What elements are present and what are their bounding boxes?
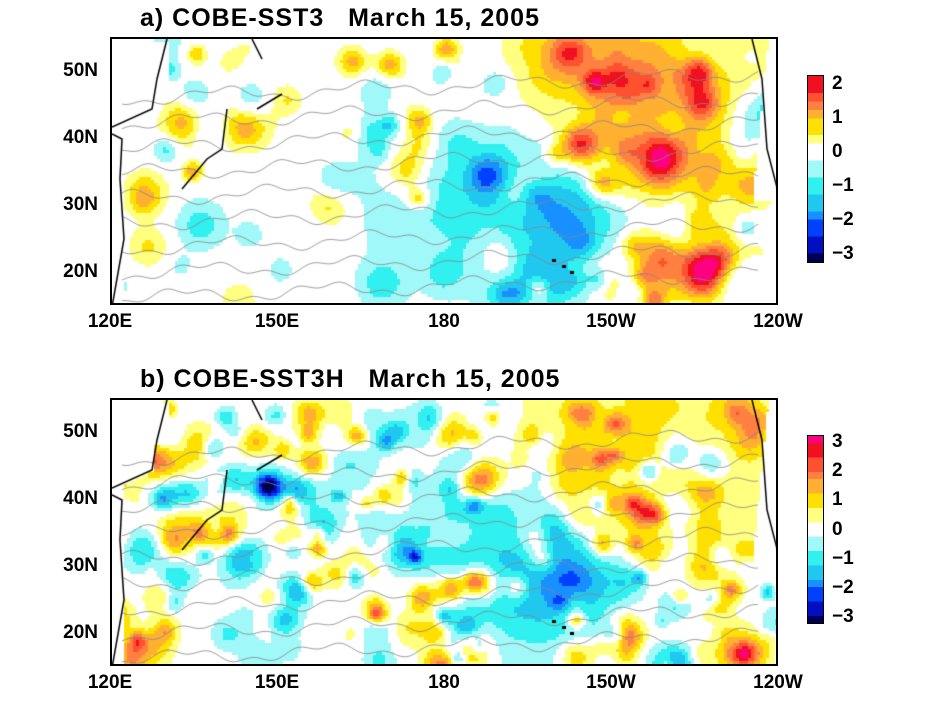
colorbar-label: −2 bbox=[832, 576, 854, 598]
colorbar-label: −1 bbox=[832, 175, 854, 197]
y-tick-label: 30N bbox=[63, 554, 98, 576]
y-tick-label: 20N bbox=[63, 260, 98, 282]
panel-b: b) COBE-SST3H March 15, 2005 3 2 1 0 −1 −2 −3 5… bbox=[0, 361, 926, 718]
colorbar-label: 1 bbox=[832, 106, 843, 128]
x-tick-label: 150E bbox=[254, 672, 300, 693]
x-tick-label: 150W bbox=[586, 311, 636, 332]
colorbar bbox=[807, 435, 824, 624]
colorbar-label: −3 bbox=[832, 605, 854, 627]
colorbar-label: 2 bbox=[832, 72, 843, 94]
colorbar-label: −1 bbox=[832, 547, 854, 569]
colorbar-label: 2 bbox=[832, 460, 843, 482]
y-tick-label: 50N bbox=[63, 59, 98, 81]
colorbar-label: 1 bbox=[832, 489, 843, 511]
y-tick-label: 20N bbox=[63, 621, 98, 643]
x-tick-label: 120E bbox=[87, 672, 133, 693]
y-tick-label: 50N bbox=[63, 420, 98, 442]
colorbar-label: −3 bbox=[832, 243, 854, 265]
sst-anomaly-map bbox=[110, 398, 778, 666]
panel-a: a) COBE-SST3 March 15, 2005 2 1 0 −1 −2 −3 50N… bbox=[0, 0, 926, 357]
x-tick-label: 120W bbox=[753, 672, 803, 693]
y-tick-label: 30N bbox=[63, 193, 98, 215]
panel-title: b) COBE-SST3H March 15, 2005 bbox=[140, 365, 561, 393]
colorbar-label: 0 bbox=[832, 518, 843, 540]
y-tick-label: 40N bbox=[63, 487, 98, 509]
colorbar-label: 0 bbox=[832, 140, 843, 162]
x-tick-label: 180 bbox=[428, 672, 460, 693]
colorbar-label: −2 bbox=[832, 209, 854, 231]
sst-anomaly-map bbox=[110, 37, 778, 305]
colorbar-label: 3 bbox=[832, 431, 843, 453]
x-tick-label: 150E bbox=[254, 311, 300, 332]
x-tick-label: 120E bbox=[87, 311, 133, 332]
colorbar bbox=[807, 75, 824, 263]
y-tick-label: 40N bbox=[63, 126, 98, 148]
x-tick-label: 180 bbox=[428, 311, 460, 332]
panel-title: a) COBE-SST3 March 15, 2005 bbox=[140, 4, 540, 32]
x-tick-label: 120W bbox=[753, 311, 803, 332]
x-tick-label: 150W bbox=[586, 672, 636, 693]
